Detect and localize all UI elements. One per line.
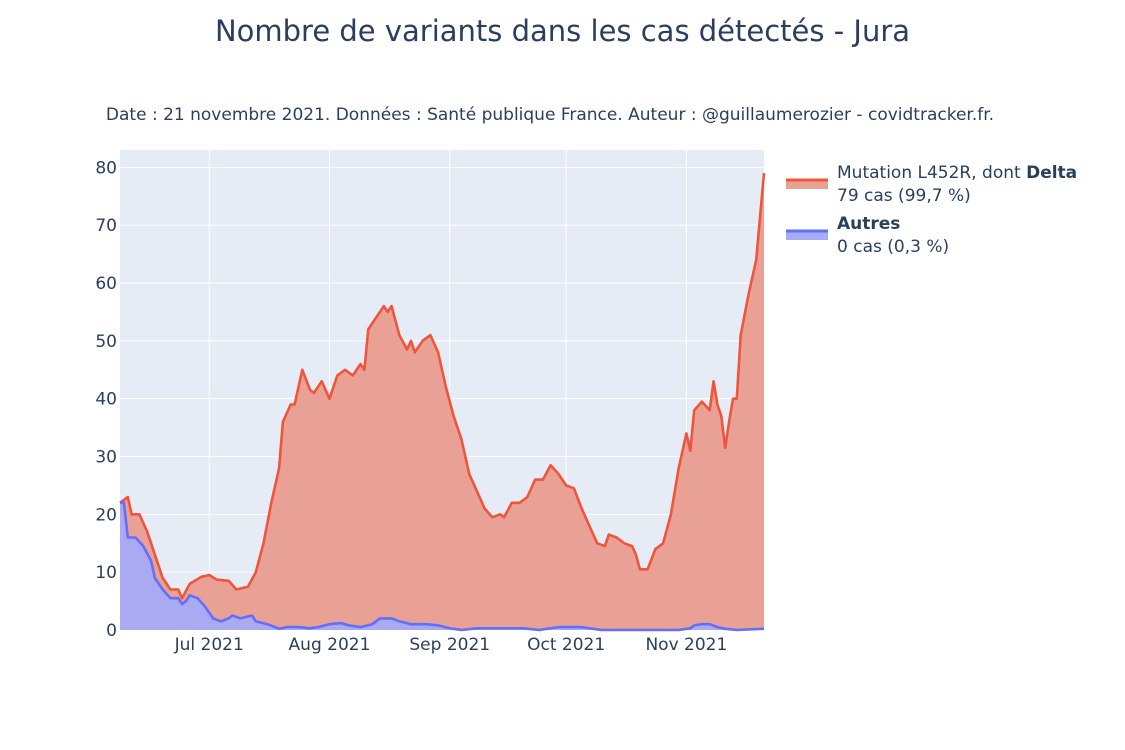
legend-item-autres[interactable]: Autres 0 cas (0,3 %) [786, 214, 949, 257]
series-line-l452r [119, 172, 766, 600]
legend[interactable]: Mutation L452R, dont Delta 79 cas (99,7 … [786, 163, 1077, 257]
chart-title: Nombre de variants dans les cas détectés… [214, 14, 911, 48]
series-line-autres [120, 501, 765, 632]
y-tick-label: 0 [106, 621, 117, 641]
legend-value-autres: 0 cas (0,3 %) [837, 237, 949, 257]
series-area-autres [120, 502, 764, 630]
series-areas [119, 172, 766, 632]
legend-label-autres: Autres [837, 214, 900, 234]
legend-value-l452r: 79 cas (99,7 %) [837, 186, 971, 206]
y-tick-label: 60 [95, 274, 117, 294]
x-tick-label: Aug 2021 [289, 635, 371, 655]
y-tick-label: 70 [95, 216, 117, 236]
x-tick-label: Oct 2021 [527, 635, 605, 655]
y-tick-label: 40 [95, 390, 117, 410]
y-tick-label: 20 [95, 505, 117, 525]
x-axis-tick-labels: Jul 2021 Aug 2021 Sep 2021 Oct 2021 Nov 2021 [174, 635, 728, 655]
x-tick-label: Sep 2021 [409, 635, 490, 655]
x-tick-label: Nov 2021 [645, 635, 727, 655]
y-tick-label: 50 [95, 332, 117, 352]
y-tick-label: 30 [95, 448, 117, 468]
x-tick-label: Jul 2021 [174, 635, 244, 655]
y-tick-label: 10 [95, 563, 117, 583]
y-tick-label: 80 [95, 158, 117, 178]
legend-swatch-autres [786, 231, 828, 240]
legend-item-l452r[interactable]: Mutation L452R, dont Delta 79 cas (99,7 … [786, 163, 1077, 206]
y-axis-tick-labels: 0 10 20 30 40 50 60 70 80 [95, 158, 117, 641]
series-area-l452r [120, 173, 764, 630]
legend-label-l452r: Mutation L452R, dont Delta [837, 163, 1077, 183]
chart-subtitle: Date : 21 novembre 2021. Données : Santé… [105, 105, 995, 125]
legend-swatch-l452r [786, 180, 828, 189]
